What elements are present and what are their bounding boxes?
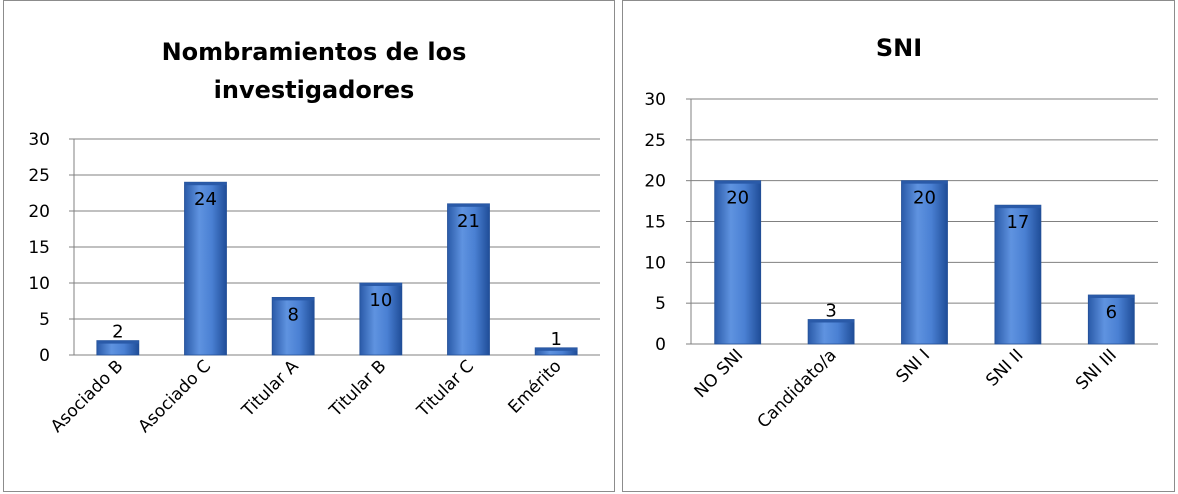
category-label: Asociado C (135, 356, 215, 436)
chart-nombramientos: Nombramientos de los investigadores 0 5 10 15… (28, 38, 600, 437)
bar (1087, 294, 1135, 345)
y-tick-label: 0 (655, 335, 666, 355)
bar (807, 319, 855, 345)
data-label: 24 (194, 189, 217, 210)
y-tick-label: 5 (39, 310, 50, 330)
bar-top-edge (994, 205, 1041, 209)
category-label: Asociado B (47, 356, 127, 436)
data-label: 2 (112, 322, 123, 343)
bar (184, 181, 227, 356)
bar-top-edge (1088, 295, 1135, 298)
bar-top-edge (272, 297, 315, 301)
data-label: 6 (1106, 302, 1117, 323)
y-tick-label: 20 (644, 172, 666, 192)
chart-title-line: SNI (876, 34, 922, 62)
bar-top-edge (359, 283, 402, 286)
data-label: 20 (913, 188, 936, 209)
data-label: 21 (457, 211, 480, 232)
bar (271, 296, 315, 356)
bar-top-edge (808, 319, 855, 323)
chart-title-line: investigadores (214, 76, 415, 104)
data-label: 17 (1006, 212, 1029, 233)
bar (447, 203, 490, 356)
y-tick-label: 15 (28, 238, 50, 258)
bar-top-edge (447, 203, 490, 207)
bar (359, 282, 403, 356)
category-label: SNI II (982, 345, 1027, 390)
y-tick-label: 10 (644, 253, 666, 273)
bar-top-edge (714, 180, 761, 184)
chart-panel-sni: SNI 0 5 10 15 20 25 30 20 NO SNI 3 Candidato/a 20 SNI… (622, 0, 1175, 492)
chart-panel-nombramientos: Nombramientos de los investigadores 0 5 10 15… (3, 0, 615, 492)
bar (994, 204, 1042, 345)
bar (901, 180, 948, 345)
category-label: SNI III (1072, 345, 1121, 394)
bar-top-edge (901, 180, 948, 184)
y-tick-label: 25 (644, 131, 666, 151)
y-tick-label: 5 (655, 294, 666, 314)
data-label: 8 (287, 304, 298, 325)
bar-top-edge (535, 347, 578, 351)
data-label: 1 (550, 329, 561, 350)
chart-title-line: Nombramientos de los (162, 38, 467, 66)
bar-top-edge (184, 182, 227, 186)
y-tick-label: 0 (39, 346, 50, 366)
bar-top-edge (96, 340, 139, 344)
category-label: Titular A (238, 356, 303, 421)
chart-sni: SNI 0 5 10 15 20 25 30 20 NO SNI 3 Candidato/a 20 SNI… (644, 34, 1158, 432)
category-label: Candidato/a (754, 345, 841, 432)
category-label: NO SNI (691, 345, 748, 402)
bar (714, 180, 762, 345)
y-tick-label: 15 (644, 213, 666, 233)
y-tick-label: 30 (28, 130, 50, 150)
data-label: 10 (369, 290, 392, 311)
data-label: 3 (825, 301, 836, 322)
y-tick-label: 20 (28, 202, 50, 222)
y-tick-label: 30 (644, 90, 666, 110)
y-tick-label: 25 (28, 166, 50, 186)
category-label: SNI I (892, 345, 934, 387)
category-label: Emérito (505, 356, 566, 417)
category-label: Titular C (413, 356, 478, 421)
data-label: 20 (726, 188, 749, 209)
y-tick-label: 10 (28, 274, 50, 294)
category-label: Titular B (325, 356, 390, 421)
